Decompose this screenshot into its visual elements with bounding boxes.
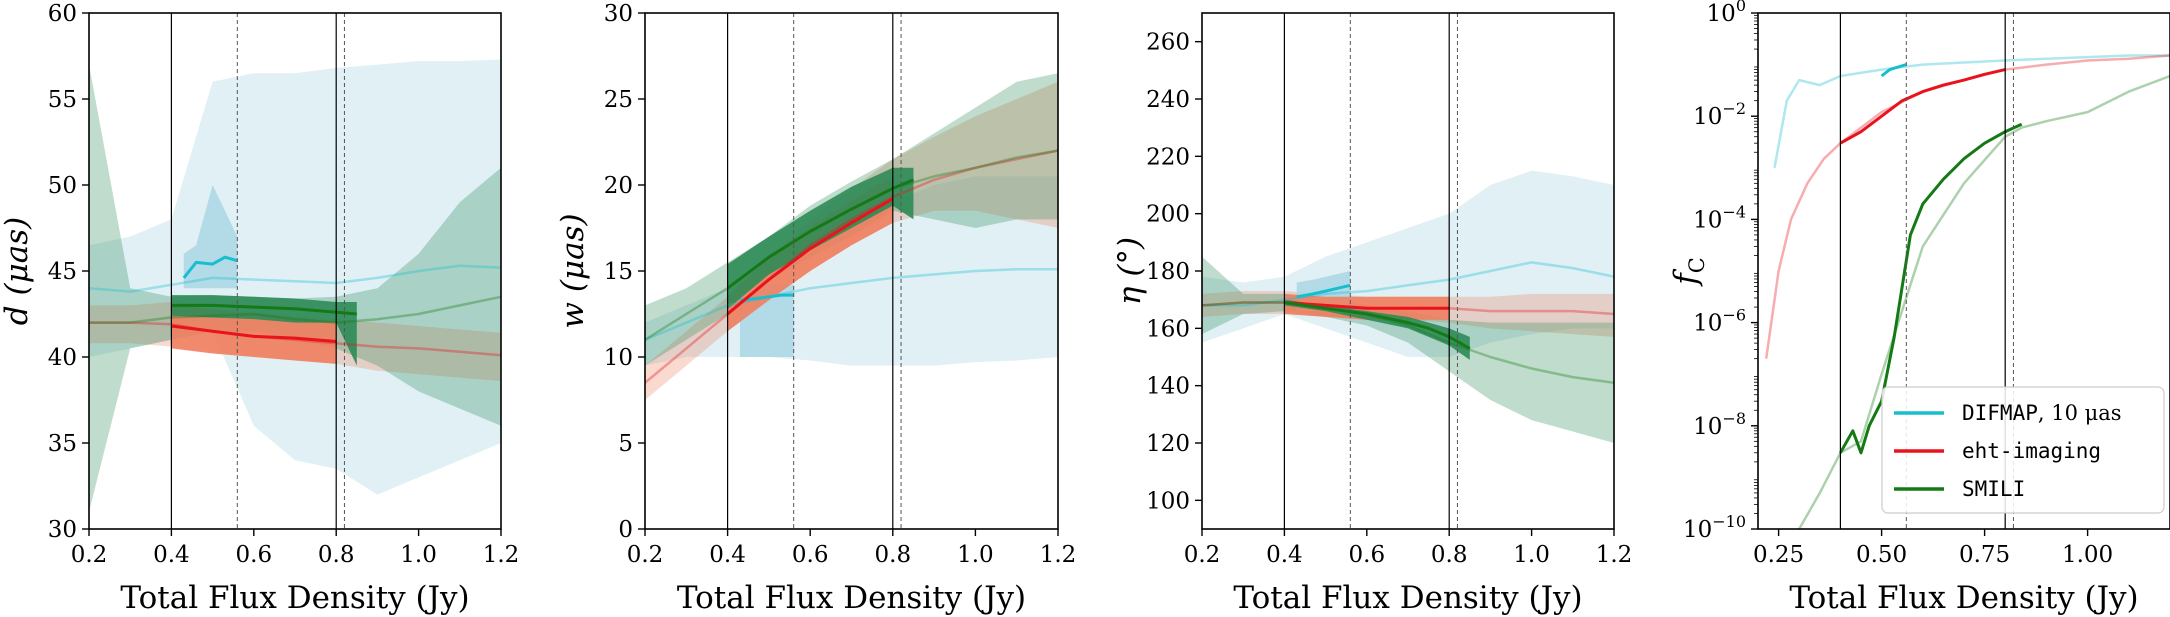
line-d-smili — [171, 303, 357, 316]
line-d-smili-faint — [89, 295, 501, 324]
y-tick-label: 5 — [618, 431, 633, 457]
y-tick-label: 10−2 — [1693, 99, 1746, 130]
line-w-smili — [726, 178, 915, 290]
y-tick-label: 10−4 — [1693, 202, 1746, 233]
y-tick-label: 160 — [1146, 316, 1190, 342]
band-w-smili — [727, 167, 914, 309]
y-tick-label: 10 — [604, 345, 633, 371]
x-tick-label: 0.2 — [71, 542, 108, 568]
y-axis-label: η (°) — [1112, 237, 1148, 305]
y-tick-label: 120 — [1146, 431, 1190, 457]
x-tick-label: 0.6 — [1349, 542, 1386, 568]
legend-label-ehtim: eht-imaging — [1962, 439, 2101, 463]
y-axis-label: fC — [1668, 257, 1709, 287]
legend-label-difmap: DIFMAP, 10 μas — [1962, 401, 2122, 425]
y-tick-label: 0 — [618, 517, 633, 543]
x-tick-label: 0.6 — [792, 542, 829, 568]
x-tick-label: 0.2 — [1184, 542, 1221, 568]
line-fc-difmap — [1880, 63, 1907, 78]
plot-area-eta — [1202, 170, 1614, 443]
line-fc-difmap-faint — [1773, 54, 2170, 169]
y-tick-label: 260 — [1146, 30, 1190, 56]
line-d-ehtim-faint — [89, 321, 501, 357]
y-tick-label: 50 — [48, 173, 77, 199]
x-tick-label: 0.4 — [709, 542, 746, 568]
y-tick-label: 55 — [48, 87, 77, 113]
x-tick-label: 1.0 — [1513, 542, 1550, 568]
line-fc-ehtim — [1839, 68, 2006, 145]
x-tick-label: 0.50 — [1856, 542, 1907, 568]
x-tick-label: 0.8 — [875, 542, 912, 568]
legend-frame — [1881, 386, 2165, 514]
line-w-difmap — [739, 293, 794, 302]
line-w-ehtim — [726, 197, 894, 316]
x-tick-label: 0.75 — [1959, 542, 2010, 568]
x-axis-label: Total Flux Density (Jy) — [1233, 580, 1582, 616]
line-d-difmap-faint — [89, 264, 501, 293]
line-d-difmap — [182, 255, 238, 279]
x-tick-label: 1.2 — [483, 542, 520, 568]
y-tick-label: 15 — [604, 259, 633, 285]
x-tick-label: 0.8 — [1431, 542, 1468, 568]
x-tick-label: 0.6 — [236, 542, 273, 568]
x-tick-label: 0.2 — [627, 542, 664, 568]
x-tick-label: 1.0 — [957, 542, 994, 568]
panel-fc: 0.25 0.50 0.75 1.00 10−10 10−8 10−6 10−4 10−2 100… — [1668, 0, 2170, 616]
y-tick-label: 10−8 — [1693, 409, 1746, 440]
y-tick-label: 180 — [1146, 259, 1190, 285]
band-d-smili — [171, 295, 357, 366]
panel-d: 0.2 0.4 0.6 0.8 1.0 1.2 30 35 40 45 50 55 60 Total Fl… — [0, 1, 519, 616]
line-w-ehtim-faint — [645, 149, 1058, 384]
panel-w: 0.2 0.4 0.6 0.8 1.0 1.2 0 5 10 15 20 25 30 Total Flux… — [555, 1, 1076, 616]
y-tick-label: 35 — [48, 431, 77, 457]
x-tick-label: 1.2 — [1596, 542, 1633, 568]
x-axis-label: Total Flux Density (Jy) — [120, 580, 469, 616]
y-tick-label: 100 — [1146, 488, 1190, 514]
line-eta-difmap — [1296, 283, 1351, 299]
legend: DIFMAP, 10 μas eht-imaging SMILI — [1881, 386, 2165, 514]
axes-frame-fc — [1757, 12, 2170, 530]
x-axis-label: Total Flux Density (Jy) — [677, 580, 1026, 616]
band-d-difmap-faint — [89, 59, 501, 495]
x-tick-label: 0.25 — [1753, 542, 1804, 568]
line-eta-smili-faint — [1202, 301, 1614, 385]
x-tick-label: 1.2 — [1040, 542, 1077, 568]
y-tick-label: 30 — [604, 1, 633, 27]
y-tick-label: 20 — [604, 173, 633, 199]
y-tick-label: 10−6 — [1693, 306, 1746, 337]
line-w-difmap-faint — [645, 268, 1058, 341]
y-tick-label: 200 — [1146, 202, 1190, 228]
y-tick-label: 240 — [1146, 87, 1190, 113]
band-d-smili-faint — [89, 64, 501, 512]
x-tick-label: 0.4 — [1266, 542, 1303, 568]
y-tick-label: 25 — [604, 87, 633, 113]
line-d-ehtim — [171, 324, 337, 343]
y-tick-label: 100 — [1707, 0, 1746, 27]
y-tick-label: 45 — [48, 259, 77, 285]
plot-area-d — [89, 59, 501, 512]
legend-label-smili: SMILI — [1962, 477, 2025, 501]
x-tick-label: 1.0 — [400, 542, 437, 568]
x-tick-label: 0.8 — [318, 542, 355, 568]
y-axis-label: d (μas) — [0, 217, 35, 325]
x-tick-label: 0.4 — [153, 542, 190, 568]
y-tick-label: 40 — [48, 345, 77, 371]
y-tick-label: 220 — [1146, 144, 1190, 170]
y-tick-label: 10−10 — [1683, 512, 1746, 543]
y-tick-label: 140 — [1146, 374, 1190, 400]
y-tick-label: 30 — [48, 517, 77, 543]
panel-eta: 0.2 0.4 0.6 0.8 1.0 1.2 100 120 140 160 180 200 220 2… — [1112, 12, 1633, 616]
plot-area-w — [645, 73, 1058, 401]
line-eta-difmap-faint — [1202, 261, 1614, 307]
x-tick-label: 1.00 — [2062, 542, 2113, 568]
x-axis-label: Total Flux Density (Jy) — [1789, 580, 2138, 616]
y-tick-label: 60 — [48, 1, 77, 27]
line-eta-ehtim — [1284, 301, 1450, 310]
y-axis-label: w (μas) — [555, 213, 591, 328]
